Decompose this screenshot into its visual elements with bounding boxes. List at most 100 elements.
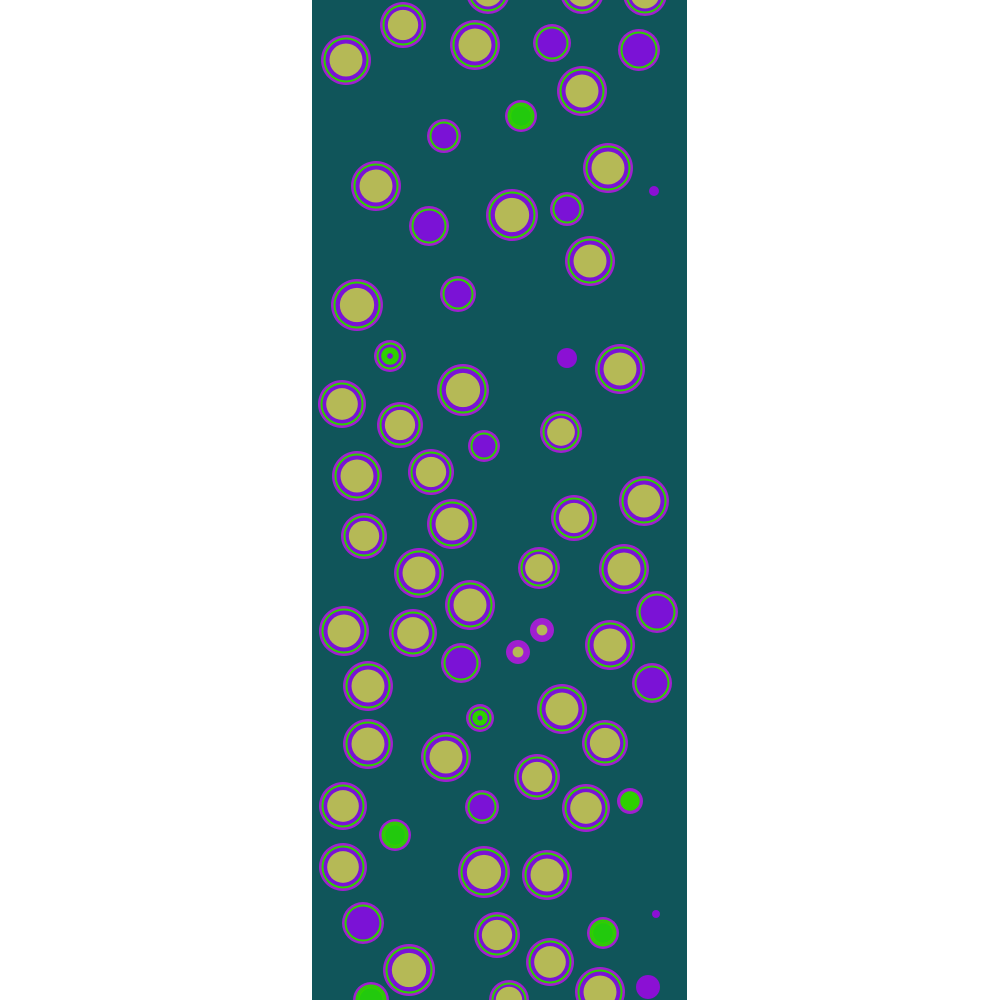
cell-29 <box>619 476 669 526</box>
cell-41 <box>506 640 530 664</box>
cell-44 <box>343 661 393 711</box>
cell-core <box>558 502 590 534</box>
cell-core <box>387 353 393 359</box>
cell-body <box>640 595 674 629</box>
cell-11 <box>427 119 461 153</box>
cell-35 <box>599 544 649 594</box>
cell-45 <box>632 663 672 703</box>
cell-51 <box>514 754 560 800</box>
cell-core <box>327 614 361 648</box>
cell-core <box>327 851 359 883</box>
cell-47 <box>537 684 587 734</box>
cell-core <box>402 556 436 590</box>
cell-core <box>391 952 427 988</box>
cell-6 <box>450 20 500 70</box>
cell-core <box>569 0 595 7</box>
cell-24 <box>377 402 423 448</box>
cell-37 <box>636 591 678 633</box>
cell-14 <box>486 189 538 241</box>
cell-core <box>494 197 530 233</box>
cell-body <box>622 33 656 67</box>
cell-54 <box>562 784 610 832</box>
cell-core <box>583 975 617 1000</box>
cell-body <box>445 647 477 679</box>
cell-core-inner <box>385 825 405 845</box>
cell-7 <box>533 24 571 62</box>
cell-57 <box>319 843 367 891</box>
cell-60 <box>342 902 384 944</box>
cell-core <box>591 151 625 185</box>
cell-core <box>384 409 416 441</box>
cell-core <box>530 858 564 892</box>
cell-13 <box>351 161 401 211</box>
cell-16 <box>409 206 449 246</box>
cell-core <box>593 628 627 662</box>
cell-43 <box>441 643 481 683</box>
cell-core <box>435 507 469 541</box>
cell-core <box>351 669 385 703</box>
cell-core <box>603 352 637 386</box>
cell-1 <box>467 0 509 14</box>
cell-61 <box>474 912 520 958</box>
cell-58 <box>458 846 510 898</box>
cell-4 <box>380 2 426 48</box>
cell-core <box>589 727 621 759</box>
cell-body <box>346 906 380 940</box>
cell-19 <box>331 279 383 331</box>
cell-core <box>359 169 393 203</box>
cell-69 <box>557 348 577 368</box>
cell-31 <box>427 499 477 549</box>
cell-34 <box>518 547 560 589</box>
cell-38 <box>319 606 369 656</box>
cell-body <box>472 434 496 458</box>
cell-core <box>340 459 374 493</box>
cell-46 <box>466 704 494 732</box>
cell-culture-strip <box>312 0 687 1000</box>
cell-67 <box>353 982 389 1000</box>
cell-body <box>431 123 457 149</box>
cell-core <box>326 388 358 420</box>
purple-dot <box>652 910 660 918</box>
cell-core <box>631 0 659 9</box>
purple-dot <box>636 975 660 999</box>
cell-36 <box>445 580 495 630</box>
cell-8 <box>618 29 660 71</box>
cell-body <box>636 667 668 699</box>
cell-71 <box>652 910 660 918</box>
cell-core <box>521 761 553 793</box>
cell-core <box>495 986 523 1000</box>
cell-33 <box>394 548 444 598</box>
cell-18 <box>440 276 476 312</box>
cell-core <box>415 456 447 488</box>
cell-core <box>573 244 607 278</box>
cell-55 <box>617 788 643 814</box>
cell-core <box>481 919 513 951</box>
cell-core <box>525 554 553 582</box>
cell-core <box>329 43 363 77</box>
cell-body <box>444 280 472 308</box>
cell-63 <box>383 944 435 996</box>
cell-22 <box>437 364 489 416</box>
cell-20 <box>374 340 406 372</box>
cell-56 <box>379 819 411 851</box>
cell-core <box>545 692 579 726</box>
cell-core <box>536 624 548 636</box>
cell-62 <box>587 917 619 949</box>
purple-dot <box>557 348 577 368</box>
cell-body <box>413 210 445 242</box>
purple-dot <box>649 186 659 196</box>
cell-core-inner <box>593 923 613 943</box>
cell-48 <box>582 720 628 766</box>
cell-25 <box>468 430 500 462</box>
cell-52 <box>319 782 367 830</box>
cell-core <box>627 484 661 518</box>
cell-66 <box>489 980 529 1000</box>
cell-59 <box>522 850 572 900</box>
cell-65 <box>575 967 625 1000</box>
cell-core <box>348 520 380 552</box>
cell-42 <box>585 620 635 670</box>
cell-64 <box>526 938 574 986</box>
cell-core <box>570 792 602 824</box>
cell-core <box>466 854 502 890</box>
